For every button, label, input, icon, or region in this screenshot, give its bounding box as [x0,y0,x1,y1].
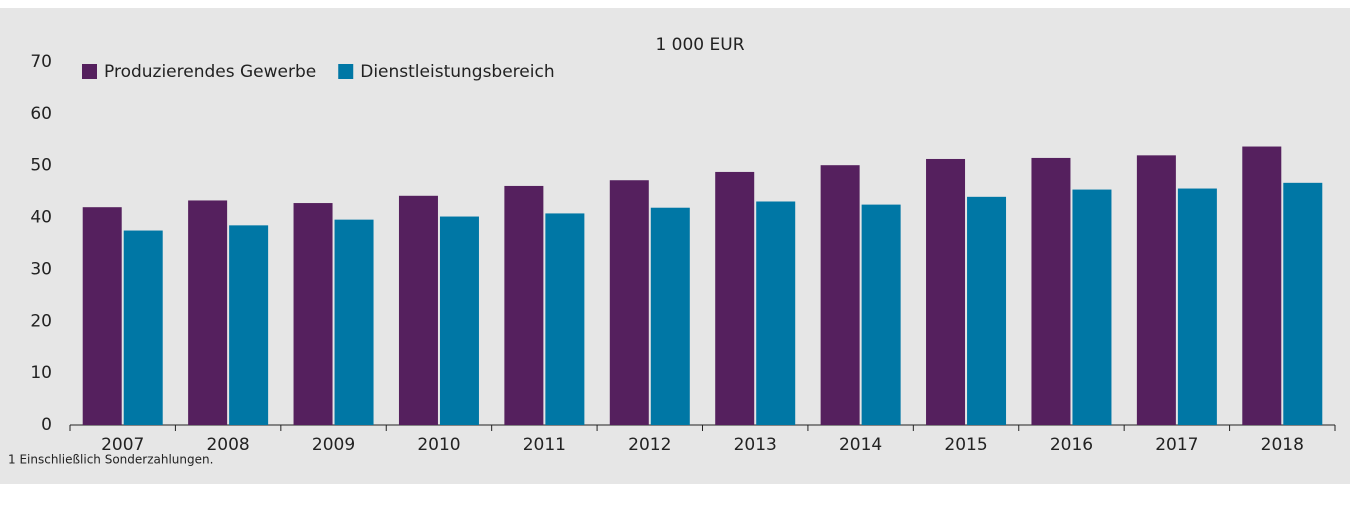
bar [293,203,333,425]
x-tick-label: 2012 [628,435,671,455]
x-tick-label: 2011 [523,435,566,455]
bar [229,225,269,425]
bar [926,158,966,426]
x-tick-label: 2016 [1050,435,1093,455]
x-tick-label: 2008 [206,435,249,455]
y-tick-label: 70 [30,52,52,72]
bar [188,200,228,425]
bar [650,207,690,425]
bar [1177,188,1217,425]
bar [1136,155,1176,426]
y-tick-label: 40 [30,208,52,228]
bar [1283,182,1323,425]
legend-label: Produzierendes Gewerbe [104,62,316,82]
y-tick-label: 20 [30,311,52,331]
y-tick-label: 60 [30,104,52,124]
chart-title: 1 000 EUR [655,35,744,55]
legend-swatch [82,64,97,79]
bar [398,195,438,425]
bar [334,219,374,425]
bar [82,207,122,425]
bar [609,180,649,425]
y-tick-label: 10 [30,363,52,383]
legend-label: Dienstleistungsbereich [360,62,554,82]
footnote: 1 Einschließlich Sonderzahlungen. [8,453,213,467]
x-tick-label: 2018 [1261,435,1304,455]
bar [504,185,544,425]
bar [123,230,163,425]
x-tick-label: 2010 [417,435,460,455]
bar [545,213,585,425]
bar [439,216,479,425]
x-tick-label: 2014 [839,435,882,455]
x-tick-label: 2009 [312,435,355,455]
x-tick-label: 2017 [1155,435,1198,455]
bar [820,165,860,425]
bar [1031,157,1071,425]
y-tick-label: 50 [30,156,52,176]
bar [756,201,796,425]
bar [967,196,1007,425]
bar [1072,189,1112,425]
y-tick-label: 30 [30,259,52,279]
x-tick-label: 2013 [734,435,777,455]
bar [861,204,901,425]
x-tick-label: 2015 [944,435,987,455]
x-tick-label: 2007 [101,435,144,455]
bar [715,171,755,425]
y-tick-label: 0 [41,415,52,435]
legend-swatch [338,64,354,79]
bar [1242,146,1282,425]
